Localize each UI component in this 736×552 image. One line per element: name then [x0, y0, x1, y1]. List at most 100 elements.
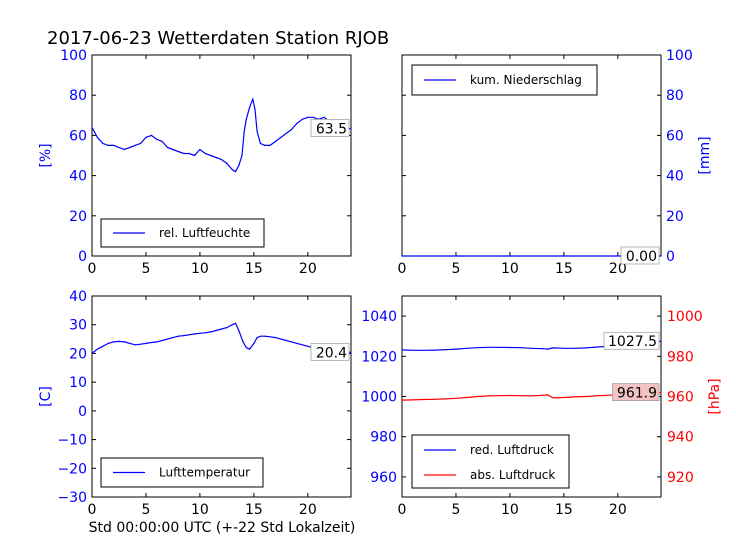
data-point: [249, 348, 251, 350]
data-point: [660, 255, 662, 257]
data-point: [118, 340, 120, 342]
data-point: [102, 345, 104, 347]
data-point: [350, 351, 352, 353]
y-tick-label: 80: [69, 88, 87, 104]
data-point: [166, 338, 169, 340]
data-point: [145, 342, 147, 344]
y-tick-label-right: 980: [667, 349, 694, 365]
data-point: [238, 329, 240, 332]
y-tick-label: 20: [69, 209, 87, 225]
y-tick-label-left: 1000: [361, 390, 397, 406]
data-point: [252, 98, 254, 100]
y-tick-label: 0: [78, 404, 87, 420]
last-value-label: 961.9: [617, 386, 657, 402]
data-point: [264, 144, 266, 146]
y-tick-label: −10: [57, 433, 87, 449]
x-tick-label: 5: [451, 261, 460, 277]
legend-label: kum. Niederschlag: [470, 73, 582, 87]
data-point: [234, 322, 237, 324]
data-point: [584, 347, 587, 349]
data-point: [204, 152, 206, 155]
data-point: [134, 144, 136, 146]
x-tick-label: 10: [501, 502, 519, 518]
data-point: [134, 344, 136, 346]
data-point: [498, 395, 500, 397]
data-point: [234, 171, 237, 173]
data-point: [595, 395, 597, 397]
data-point: [238, 165, 240, 167]
data-point: [487, 395, 489, 397]
data-point: [563, 347, 565, 349]
last-value-label: 0.00: [626, 249, 657, 265]
figure-title: 2017-06-23 Wetterdaten Station RJOB: [47, 28, 389, 49]
x-tick-label: 5: [141, 502, 150, 518]
data-point: [595, 346, 597, 348]
data-point: [455, 348, 457, 350]
x-tick-label: 0: [398, 261, 407, 277]
data-point: [412, 349, 414, 351]
data-point: [210, 331, 212, 333]
series-line: [91, 322, 352, 354]
x-tick-label: 15: [245, 502, 263, 518]
legend-label: Lufttemperatur: [159, 466, 250, 480]
data-point: [444, 398, 446, 400]
data-point: [220, 158, 223, 161]
data-point: [172, 337, 174, 339]
data-point: [140, 142, 142, 144]
last-value-label: 1027.5: [608, 334, 657, 350]
y-tick-label: 0: [666, 249, 675, 265]
data-point: [123, 341, 125, 343]
data-point: [660, 340, 662, 342]
data-point: [123, 148, 125, 151]
data-point: [423, 349, 425, 351]
legend-label: abs. Luftdruck: [470, 468, 555, 482]
data-point: [606, 394, 608, 396]
x-tick-label: 0: [88, 502, 97, 518]
data-point: [231, 324, 233, 326]
y-tick-label: 60: [666, 128, 684, 144]
data-point: [220, 328, 223, 330]
panel-pressure: 0 5 10 15 20 960 980 1000 1020 1040 920 940 960 980 10…: [361, 295, 723, 518]
data-point: [401, 255, 403, 257]
data-point: [541, 348, 543, 350]
data-point: [188, 334, 190, 336]
data-point: [204, 332, 206, 334]
data-point: [476, 395, 479, 398]
data-point: [183, 152, 185, 155]
last-value-box: [310, 342, 350, 361]
data-point: [199, 332, 201, 334]
y-tick-label: 10: [69, 375, 87, 391]
data-point: [253, 342, 255, 344]
y-tick-label-left: 1040: [361, 309, 397, 325]
data-point: [215, 156, 217, 159]
data-point: [177, 150, 179, 153]
y-tick-label: 80: [666, 88, 684, 104]
data-point: [269, 144, 271, 146]
data-point: [563, 396, 565, 399]
data-point: [520, 347, 522, 349]
data-point: [296, 342, 298, 344]
data-point: [547, 348, 549, 350]
last-value-box: [310, 119, 350, 137]
x-tick-label: 5: [451, 502, 460, 518]
data-point: [423, 398, 425, 401]
data-point: [301, 118, 303, 120]
x-tick-label: 20: [609, 261, 627, 277]
data-point: [296, 122, 298, 124]
data-point: [520, 395, 522, 397]
data-point: [129, 342, 131, 344]
y-tick-label: 40: [69, 169, 87, 185]
last-value-label: 63.5: [316, 121, 347, 137]
panel-precipitation: 0 5 10 15 20 0 20 40 60 80 100 [mm] 0.00 kum. Nieders…: [398, 48, 713, 277]
data-point: [660, 392, 662, 394]
data-point: [269, 336, 271, 338]
data-point: [150, 134, 152, 136]
data-point: [166, 146, 169, 149]
last-value-box: [620, 246, 660, 265]
panel-humidity: 0 5 10 15 20 0 20 40 60 80 100 [%] 63.5 rel. Luftfeuc…: [38, 48, 352, 277]
data-point: [509, 346, 511, 349]
data-point: [96, 348, 98, 350]
y-tick-label-left: 1020: [361, 349, 397, 365]
data-point: [242, 341, 244, 343]
data-point: [350, 127, 352, 129]
